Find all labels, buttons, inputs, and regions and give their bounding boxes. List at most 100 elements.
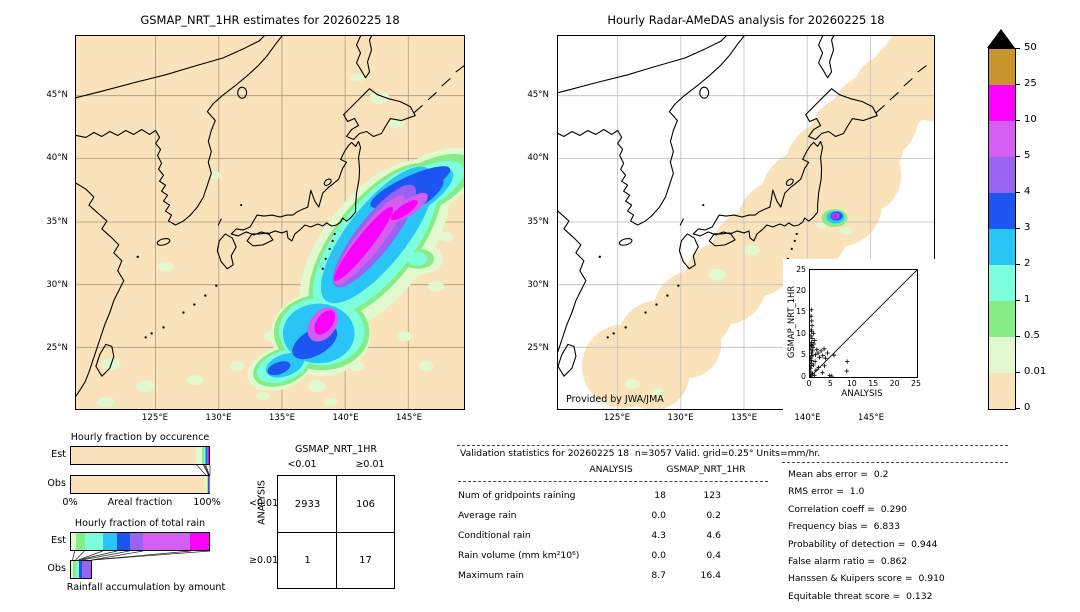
right-map-lon-axis: 125°E 130°E 135°E 140°E 145°E bbox=[557, 413, 935, 427]
colorbar-segment-green bbox=[989, 301, 1015, 337]
stats-analysis-value: 0.0 bbox=[651, 510, 666, 521]
validation-scores: Mean abs error = 0.2 RMS error = 1.0 Corre… bbox=[788, 466, 1010, 605]
scatter-plot-area bbox=[809, 269, 918, 378]
score-row: Hanssen & Kuipers score = 0.910 bbox=[788, 573, 945, 585]
lat-tick-label: 40°N bbox=[46, 153, 68, 163]
colorbar-tick bbox=[1015, 156, 1020, 157]
lat-tick-label: 35°N bbox=[527, 217, 549, 227]
total-rain-bar-obs bbox=[70, 560, 92, 579]
lat-tick-label: 25°N bbox=[527, 343, 549, 353]
bar-segment-green bbox=[75, 533, 86, 550]
row-label-obs: Obs bbox=[47, 478, 66, 489]
stats-analysis-value: 8.7 bbox=[651, 570, 666, 581]
validation-statistics: Validation statistics for 20260225 18 n=… bbox=[455, 440, 1011, 608]
scatter-xtick-label: 15 bbox=[868, 379, 879, 388]
contingency-col-group: GSMAP_NRT_1HR bbox=[295, 444, 377, 455]
lon-tick-label: 130°E bbox=[205, 413, 232, 423]
lat-tick-label: 30°N bbox=[527, 280, 549, 290]
scatter-xtick-label: 20 bbox=[889, 379, 900, 388]
lon-tick-label: 140°E bbox=[332, 413, 359, 423]
data-credit: Provided by JWA/JMA bbox=[566, 394, 664, 405]
colorbar-tick bbox=[1015, 264, 1020, 265]
colorbar-tick-label: 2 bbox=[1024, 258, 1031, 269]
stats-gsmap-value: 16.4 bbox=[700, 570, 721, 581]
score-row: Mean abs error = 0.2 bbox=[788, 469, 889, 480]
total-rain-chart-title: Hourly fraction of total rain bbox=[74, 518, 206, 529]
axis-max-label: 100% bbox=[193, 497, 221, 508]
stats-analysis-value: 18 bbox=[654, 490, 666, 501]
score-row: Probability of detection = 0.944 bbox=[788, 538, 938, 550]
lat-tick-label: 30°N bbox=[46, 280, 68, 290]
lat-tick-label: 45°N bbox=[527, 90, 549, 100]
score-row: False alarm ratio = 0.862 bbox=[788, 555, 908, 567]
contingency-col-header-2: ≥0.01 bbox=[355, 459, 385, 470]
colorbar-tick bbox=[1015, 192, 1020, 193]
colorbar-segment-blue bbox=[989, 193, 1015, 229]
bar-segment-magenta bbox=[190, 533, 210, 550]
colorbar-tick bbox=[1015, 120, 1020, 121]
occurrence-bar-obs bbox=[70, 475, 210, 494]
contingency-cell: 1 bbox=[304, 555, 311, 566]
bar-segment-aqua bbox=[76, 561, 79, 578]
colorbar-tick-label: 1 bbox=[1024, 294, 1031, 305]
bar-segment-green bbox=[73, 561, 77, 578]
row-label-obs: Obs bbox=[47, 563, 66, 574]
colorbar bbox=[988, 48, 1016, 410]
total-rain-caption: Rainfall accumulation by amount bbox=[66, 582, 226, 593]
contingency-col-header-1: <0.01 bbox=[287, 459, 317, 470]
contingency-grid: 2933 106 1 17 bbox=[277, 475, 395, 589]
stats-row-label: Rain volume (mm km²10⁶) bbox=[458, 550, 580, 561]
radar-amedas-map: Provided by JWA/JMA GSMAP_NRT_1HR 0 5 10 15… bbox=[557, 35, 936, 411]
colorbar-tick bbox=[1015, 336, 1020, 337]
scatter-ylabel: GSMAP_NRT_1HR bbox=[786, 285, 796, 359]
bar-segment-palegreen bbox=[204, 476, 208, 493]
colorbar-tick-label: 0.01 bbox=[1024, 366, 1047, 377]
bar-segment-orchid bbox=[143, 533, 191, 550]
scatter-ytick-label: 15 bbox=[796, 307, 806, 317]
col-header-gsmap: GSMAP_NRT_1HR bbox=[666, 464, 746, 475]
bar-segment-blue bbox=[117, 533, 130, 550]
lon-tick-label: 145°E bbox=[395, 413, 423, 423]
colorbar-segment-cyan bbox=[989, 229, 1015, 265]
stats-row: Num of gridpoints raining 18 123 bbox=[458, 486, 770, 506]
bar-segment-purple bbox=[81, 561, 91, 578]
scatter-xtick-label: 5 bbox=[827, 379, 833, 388]
total-rain-bar-est bbox=[70, 532, 210, 551]
stats-row-label: Maximum rain bbox=[458, 570, 524, 581]
colorbar-segment-orchid bbox=[989, 121, 1015, 157]
axis-min-label: 0% bbox=[62, 497, 78, 508]
lon-tick-label: 130°E bbox=[667, 413, 694, 423]
lat-tick-label: 25°N bbox=[46, 343, 68, 353]
colorbar-tick-label: 10 bbox=[1024, 114, 1037, 125]
bar-segment-purple bbox=[206, 447, 209, 464]
bar-segment-blue bbox=[78, 561, 82, 578]
contingency-cell: 2933 bbox=[294, 499, 321, 510]
bar-segment-tan bbox=[71, 447, 196, 464]
contingency-row-header-2: ≥0.01 bbox=[249, 555, 279, 566]
colorbar-segment-gold bbox=[989, 49, 1015, 85]
gsmap-map-canvas bbox=[76, 36, 464, 409]
bar-segment-blue bbox=[205, 447, 207, 464]
contingency-cell: 17 bbox=[359, 555, 372, 566]
left-map-title: GSMAP_NRT_1HR estimates for 20260225 18 bbox=[140, 13, 400, 27]
score-row: Correlation coeff = 0.290 bbox=[788, 503, 907, 515]
lat-tick-label: 45°N bbox=[46, 90, 68, 100]
bar-segment-aqua bbox=[85, 533, 104, 550]
bar-segment-purple bbox=[129, 533, 144, 550]
lat-tick-label: 35°N bbox=[46, 217, 68, 227]
lon-tick-label: 145°E bbox=[857, 413, 885, 423]
colorbar-tick bbox=[1015, 372, 1020, 373]
bar-segment-palegreen bbox=[71, 533, 76, 550]
colorbar-segment-palegreen bbox=[989, 337, 1015, 373]
occurrence-bar-est bbox=[70, 446, 210, 465]
scatter-xtick-label: 10 bbox=[846, 379, 857, 388]
bar-segment-palegreen bbox=[71, 561, 74, 578]
radar-map-canvas bbox=[558, 36, 934, 409]
right-map-lat-axis: 45°N 40°N 35°N 30°N 25°N bbox=[509, 35, 553, 410]
stats-analysis-value: 0.0 bbox=[651, 550, 666, 561]
colorbar-tick-label: 4 bbox=[1024, 186, 1031, 197]
colorbar-segment-aqua bbox=[989, 265, 1015, 301]
colorbar-overflow-triangle bbox=[987, 29, 1015, 48]
validation-table: ANALYSIS GSMAP_NRT_1HR Num of gridpoints… bbox=[458, 464, 770, 581]
